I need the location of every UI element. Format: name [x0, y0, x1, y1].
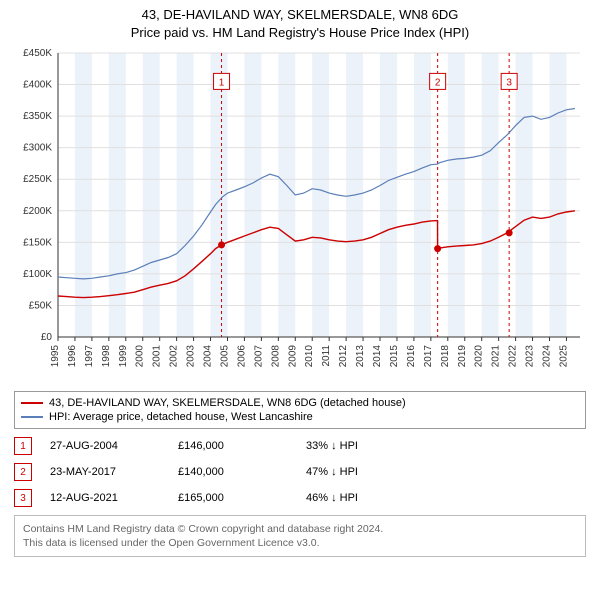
svg-text:1997: 1997 — [84, 345, 95, 368]
tx-date: 27-AUG-2004 — [50, 440, 160, 452]
svg-text:2009: 2009 — [287, 345, 298, 368]
svg-text:2024: 2024 — [541, 345, 552, 368]
chart-title: 43, DE-HAVILAND WAY, SKELMERSDALE, WN8 6… — [10, 6, 590, 41]
footer-attribution: Contains HM Land Registry data © Crown c… — [14, 515, 586, 557]
svg-text:1999: 1999 — [118, 345, 129, 368]
svg-text:1998: 1998 — [101, 345, 112, 368]
svg-text:2007: 2007 — [253, 345, 264, 368]
legend-swatch — [21, 416, 43, 418]
svg-text:1: 1 — [219, 77, 225, 88]
svg-text:2021: 2021 — [491, 345, 502, 368]
svg-text:2004: 2004 — [203, 345, 214, 368]
table-row: 3 12-AUG-2021 £165,000 46% ↓ HPI — [14, 485, 586, 511]
svg-text:2010: 2010 — [304, 345, 315, 368]
svg-text:2023: 2023 — [525, 345, 536, 368]
svg-text:2: 2 — [435, 77, 441, 88]
svg-text:2014: 2014 — [372, 345, 383, 368]
title-line2: Price paid vs. HM Land Registry's House … — [10, 24, 590, 42]
svg-text:2011: 2011 — [321, 345, 332, 367]
svg-text:2012: 2012 — [338, 345, 349, 368]
table-row: 2 23-MAY-2017 £140,000 47% ↓ HPI — [14, 459, 586, 485]
table-row: 1 27-AUG-2004 £146,000 33% ↓ HPI — [14, 433, 586, 459]
svg-text:2008: 2008 — [270, 345, 281, 368]
tx-price: £140,000 — [178, 466, 288, 478]
tx-date: 12-AUG-2021 — [50, 492, 160, 504]
legend-row: HPI: Average price, detached house, West… — [21, 410, 579, 424]
tx-price: £165,000 — [178, 492, 288, 504]
svg-text:£400K: £400K — [23, 80, 52, 91]
tx-delta: 46% ↓ HPI — [306, 492, 416, 504]
svg-text:£250K: £250K — [23, 174, 52, 185]
footer-line2: This data is licensed under the Open Gov… — [23, 536, 577, 550]
price-chart: £0 £50K £100K £150K £200K £250K £300K £350K £400… — [10, 45, 590, 385]
svg-text:1996: 1996 — [67, 345, 78, 368]
svg-text:£100K: £100K — [23, 269, 52, 280]
tx-delta: 33% ↓ HPI — [306, 440, 416, 452]
chart-svg: £0 £50K £100K £150K £200K £250K £300K £350K £400… — [10, 45, 590, 385]
svg-text:2013: 2013 — [355, 345, 366, 368]
legend-row: 43, DE-HAVILAND WAY, SKELMERSDALE, WN8 6… — [21, 396, 579, 410]
svg-text:2018: 2018 — [440, 345, 451, 368]
svg-text:2015: 2015 — [389, 345, 400, 368]
svg-text:£150K: £150K — [23, 237, 52, 248]
legend-swatch — [21, 402, 43, 404]
svg-text:2022: 2022 — [508, 345, 519, 368]
svg-text:2006: 2006 — [236, 345, 247, 368]
tx-badge: 2 — [14, 463, 32, 481]
svg-text:2001: 2001 — [152, 345, 163, 368]
tx-badge: 1 — [14, 437, 32, 455]
tx-badge: 3 — [14, 489, 32, 507]
svg-text:2002: 2002 — [169, 345, 180, 368]
legend-label: 43, DE-HAVILAND WAY, SKELMERSDALE, WN8 6… — [49, 397, 406, 409]
svg-text:1995: 1995 — [50, 345, 61, 368]
svg-text:£0: £0 — [41, 332, 53, 343]
title-line1: 43, DE-HAVILAND WAY, SKELMERSDALE, WN8 6… — [10, 6, 590, 24]
svg-text:£450K: £450K — [23, 48, 52, 59]
tx-delta: 47% ↓ HPI — [306, 466, 416, 478]
svg-text:2019: 2019 — [457, 345, 468, 368]
svg-text:2020: 2020 — [474, 345, 485, 368]
tx-date: 23-MAY-2017 — [50, 466, 160, 478]
svg-text:3: 3 — [506, 77, 512, 88]
legend: 43, DE-HAVILAND WAY, SKELMERSDALE, WN8 6… — [14, 391, 586, 429]
svg-text:2003: 2003 — [186, 345, 197, 368]
svg-text:2016: 2016 — [406, 345, 417, 368]
svg-text:2005: 2005 — [219, 345, 230, 368]
page-root: 43, DE-HAVILAND WAY, SKELMERSDALE, WN8 6… — [0, 0, 600, 567]
legend-label: HPI: Average price, detached house, West… — [49, 411, 313, 423]
svg-text:2000: 2000 — [135, 345, 146, 368]
tx-price: £146,000 — [178, 440, 288, 452]
svg-text:£300K: £300K — [23, 143, 52, 154]
svg-text:2017: 2017 — [423, 345, 434, 368]
footer-line1: Contains HM Land Registry data © Crown c… — [23, 522, 577, 536]
svg-text:£200K: £200K — [23, 206, 52, 217]
svg-text:£50K: £50K — [29, 301, 53, 312]
transaction-table: 1 27-AUG-2004 £146,000 33% ↓ HPI 2 23-MAY-201… — [14, 433, 586, 511]
svg-text:£350K: £350K — [23, 111, 52, 122]
svg-text:2025: 2025 — [558, 345, 569, 368]
